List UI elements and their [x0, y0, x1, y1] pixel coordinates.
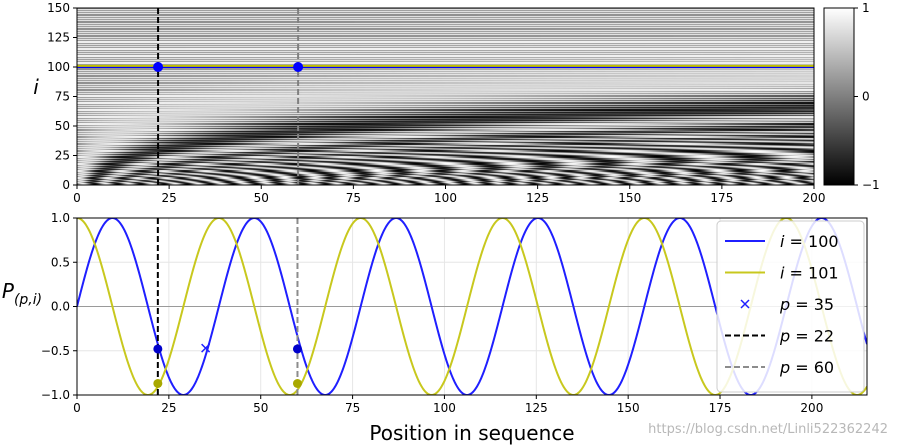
y-tick-label: 75 [55, 90, 70, 104]
line-xlabel: Position in sequence [369, 421, 574, 445]
y-tick-label: 100 [47, 60, 70, 74]
x-tick-label: 50 [253, 401, 268, 415]
heatmap-point [293, 62, 304, 72]
legend-entry: p = 35 [740, 295, 834, 314]
y-tick-label: 150 [47, 1, 70, 15]
x-tick-label: 50 [254, 191, 269, 205]
heatmap-ylabel: i [33, 75, 39, 99]
x-tick-label: 175 [710, 191, 733, 205]
heatmap-markers [153, 62, 304, 72]
legend-label: i = 101 [780, 264, 839, 283]
heatmap-point [153, 62, 164, 72]
legend-entry: i = 101 [725, 264, 839, 283]
heatmap-panel: 0 25 50 75 100 125 150 175 200 0255075100125150 … [33, 1, 825, 205]
legend: i = 100 i = 101 p = 35 p = 22 p = 60 [716, 220, 865, 393]
y-tick-label: 1.0 [51, 211, 70, 225]
colorbar-tick-label: 1 [862, 1, 870, 15]
colorbar: −1 0 1 [823, 1, 880, 192]
line-point [153, 378, 163, 388]
x-tick-label: 125 [525, 401, 548, 415]
x-tick-label: 125 [526, 191, 549, 205]
legend-label: p = 60 [779, 358, 834, 377]
heatmap-x-ticks: 0 25 50 75 100 125 150 175 200 [73, 185, 825, 205]
legend-entry: i = 100 [725, 232, 839, 251]
y-tick-label: 125 [47, 31, 70, 45]
x-tick-label: 200 [803, 191, 826, 205]
x-tick-label: 25 [161, 191, 176, 205]
watermark: https://blog.csdn.net/Linli522362242 [648, 422, 888, 437]
legend-label: p = 22 [779, 327, 834, 346]
x-tick-label: 25 [161, 401, 176, 415]
legend-label: p = 35 [779, 295, 834, 314]
line-ylabel: P(p,i) [2, 279, 42, 308]
x-tick-label: 150 [618, 191, 641, 205]
y-tick-label: 0.0 [51, 300, 70, 314]
reference-lines [156, 218, 299, 395]
line-x-ticks: 0 25 50 75 100 125 150 175 200 [73, 395, 823, 415]
x-tick-label: 0 [73, 401, 81, 415]
x-tick-label: 75 [345, 401, 360, 415]
legend-entry: p = 60 [725, 358, 834, 377]
legend-entry: p = 22 [725, 327, 834, 346]
heatmap-y-ticks: 0 25 50 75 100 125 150 [47, 1, 77, 192]
y-tick-label: 0.5 [51, 255, 70, 269]
heatmap-overlay-lines [77, 8, 814, 185]
heatmap-image [77, 8, 814, 185]
y-tick-label: 25 [55, 149, 70, 163]
y-tick-label: −0.5 [41, 344, 70, 358]
x-tick-label: 75 [346, 191, 361, 205]
colorbar-tick-label: −1 [862, 178, 880, 192]
line-point [292, 344, 302, 354]
y-tick-label: −1.0 [41, 388, 70, 402]
line-point [153, 344, 163, 354]
highlight-x-marker [201, 343, 211, 353]
legend-box [716, 220, 865, 393]
x-tick-label: 100 [434, 191, 457, 205]
legend-label: i = 100 [780, 232, 839, 251]
y-tick-label: 0 [62, 178, 70, 192]
line-point [292, 378, 302, 388]
x-tick-label: 100 [433, 401, 456, 415]
line-y-ticks: −1.0 −0.5 0.0 0.5 1.0 [41, 211, 77, 402]
x-tick-label: 0 [73, 191, 81, 205]
line-markers [153, 343, 302, 388]
legend-swatch [740, 299, 750, 309]
colorbar-gradient [823, 7, 855, 186]
y-tick-label: 50 [55, 119, 70, 133]
x-tick-label: 200 [800, 401, 823, 415]
colorbar-ticks: −1 0 1 [854, 1, 880, 192]
x-tick-label: 175 [709, 401, 732, 415]
x-tick-label: 150 [617, 401, 640, 415]
colorbar-tick-label: 0 [862, 90, 870, 104]
line-panel: 0 25 50 75 100 125 150 175 200 −1.0 −0.5 0.0 0.5 1.0… [2, 211, 868, 445]
